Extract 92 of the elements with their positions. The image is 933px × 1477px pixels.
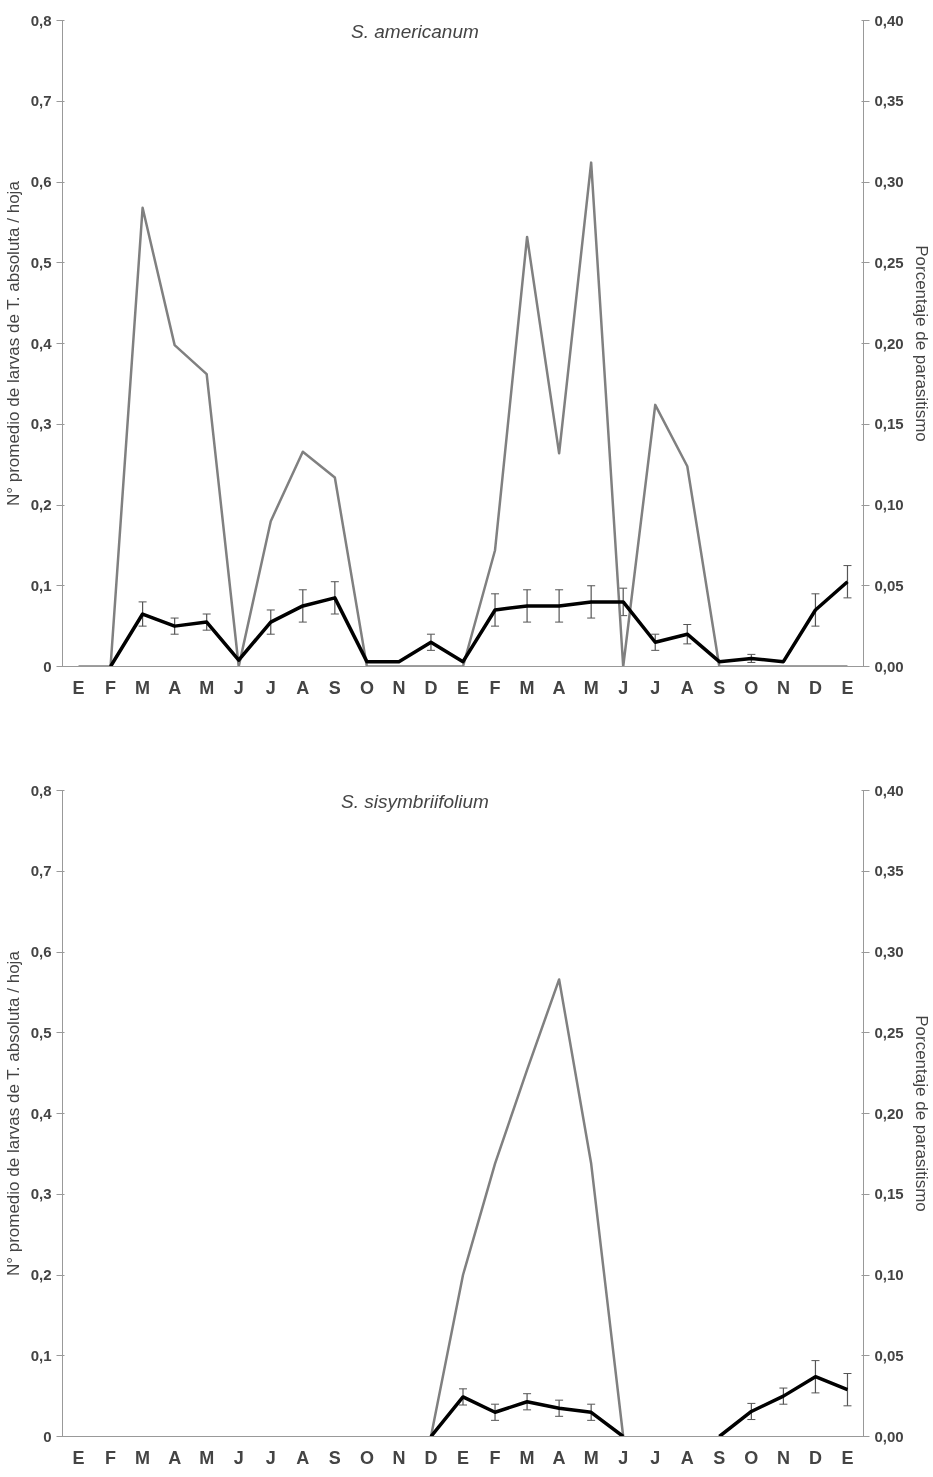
y2-tick-label: 0,00 — [874, 657, 904, 675]
x-tick-label: M — [519, 1447, 535, 1468]
x-tick-label: J — [265, 677, 276, 698]
x-tick-label: A — [680, 677, 694, 698]
y-tick-label: 0,6 — [30, 173, 52, 190]
y2-tick-label: 0,10 — [874, 1266, 904, 1283]
y-tick-label: 0,5 — [30, 253, 52, 271]
y-tick-label: 0,2 — [30, 496, 52, 513]
x-tick-label: N — [392, 677, 406, 698]
y-tick-label: 0,3 — [30, 1185, 52, 1203]
x-tick-label: E — [841, 677, 854, 698]
x-tick-label: J — [233, 1447, 244, 1468]
y2-tick-label: 0,15 — [874, 1185, 904, 1203]
x-tick-label: A — [168, 677, 182, 698]
y-tick-label: 0,8 — [30, 781, 52, 799]
y-tick-label: 0,3 — [30, 415, 52, 433]
y2-tick-label: 0,05 — [874, 576, 904, 594]
x-tick-label: D — [808, 1447, 822, 1468]
x-tick-label: E — [457, 1447, 470, 1468]
y-tick-label: 0,5 — [30, 1023, 52, 1041]
chart-title: S. sisymbriifolium — [341, 790, 489, 812]
y2-tick-label: 0,40 — [874, 781, 904, 799]
x-tick-label: J — [618, 1447, 629, 1468]
y-tick-label: 0,7 — [30, 92, 52, 110]
x-tick-label: A — [552, 1447, 566, 1468]
y2-tick-label: 0,10 — [874, 496, 904, 513]
x-tick-label: F — [489, 677, 501, 698]
y2-tick-label: 0,20 — [874, 1104, 904, 1122]
x-tick-label: N — [776, 1447, 790, 1468]
y-tick-label: 0,2 — [30, 1266, 52, 1283]
y2-tick-label: 0,15 — [874, 415, 904, 433]
x-tick-label: F — [105, 677, 117, 698]
x-tick-label: M — [199, 1447, 215, 1468]
x-tick-label: S — [713, 1447, 726, 1468]
x-tick-label: A — [168, 1447, 182, 1468]
x-tick-label: O — [359, 677, 374, 698]
x-tick-label: D — [808, 677, 822, 698]
y2-tick-label: 0,20 — [874, 334, 904, 352]
y2-tick-label: 0,30 — [874, 173, 904, 190]
y-tick-label: 0,4 — [30, 334, 53, 352]
x-tick-label: N — [776, 677, 790, 698]
y2-tick-label: 0,30 — [874, 943, 904, 960]
y2-tick-label: 0,05 — [874, 1346, 904, 1364]
x-tick-label: A — [296, 677, 310, 698]
y2-tick-label: 0,40 — [874, 11, 904, 29]
x-tick-label: F — [489, 1447, 501, 1468]
x-tick-label: D — [424, 677, 438, 698]
x-tick-label: E — [457, 677, 470, 698]
x-tick-label: E — [72, 677, 85, 698]
x-tick-label: J — [233, 677, 244, 698]
x-tick-label: J — [650, 1447, 661, 1468]
x-tick-label: E — [841, 1447, 854, 1468]
x-tick-label: A — [296, 1447, 310, 1468]
x-tick-label: S — [328, 1447, 341, 1468]
y2-tick-label: 0,00 — [874, 1427, 904, 1445]
y-tick-label: 0,1 — [30, 1346, 52, 1364]
x-tick-label: D — [424, 1447, 438, 1468]
y-tick-label: 0,4 — [30, 1104, 53, 1122]
y-axis-title: N° promedio de larvas de T. absoluta / hoja — [3, 180, 23, 507]
y2-tick-label: 0,25 — [874, 1023, 904, 1041]
x-tick-label: S — [713, 677, 726, 698]
x-tick-label: F — [105, 1447, 117, 1468]
y2-axis-title: Porcentaje de parasitismo — [911, 1015, 931, 1212]
y2-tick-label: 0,35 — [874, 92, 904, 110]
y-tick-label: 0,8 — [30, 11, 52, 29]
y-tick-label: 0,7 — [30, 862, 52, 880]
y-tick-label: 0,6 — [30, 943, 52, 960]
x-tick-label: E — [72, 1447, 85, 1468]
x-tick-label: M — [135, 677, 151, 698]
x-tick-label: A — [680, 1447, 694, 1468]
y2-axis-title: Porcentaje de parasitismo — [911, 245, 931, 442]
x-tick-label: O — [744, 677, 759, 698]
y-axis-title: N° promedio de larvas de T. absoluta / hoja — [3, 950, 23, 1277]
x-tick-label: J — [265, 1447, 276, 1468]
y2-tick-label: 0,25 — [874, 253, 904, 271]
x-tick-label: O — [359, 1447, 374, 1468]
x-tick-label: N — [392, 1447, 406, 1468]
y-tick-label: 0,1 — [30, 576, 52, 594]
x-tick-label: M — [519, 677, 535, 698]
x-tick-label: M — [583, 1447, 599, 1468]
y2-tick-label: 0,35 — [874, 862, 904, 880]
x-tick-label: J — [650, 677, 661, 698]
x-tick-label: O — [744, 1447, 759, 1468]
x-tick-label: S — [328, 677, 341, 698]
y-tick-label: 0 — [43, 1427, 52, 1445]
x-tick-label: M — [199, 677, 215, 698]
x-tick-label: J — [618, 677, 629, 698]
x-tick-label: A — [552, 677, 566, 698]
chart-title: S. americanum — [351, 20, 479, 42]
x-tick-label: M — [583, 677, 599, 698]
x-tick-label: M — [135, 1447, 151, 1468]
y-tick-label: 0 — [43, 657, 52, 675]
